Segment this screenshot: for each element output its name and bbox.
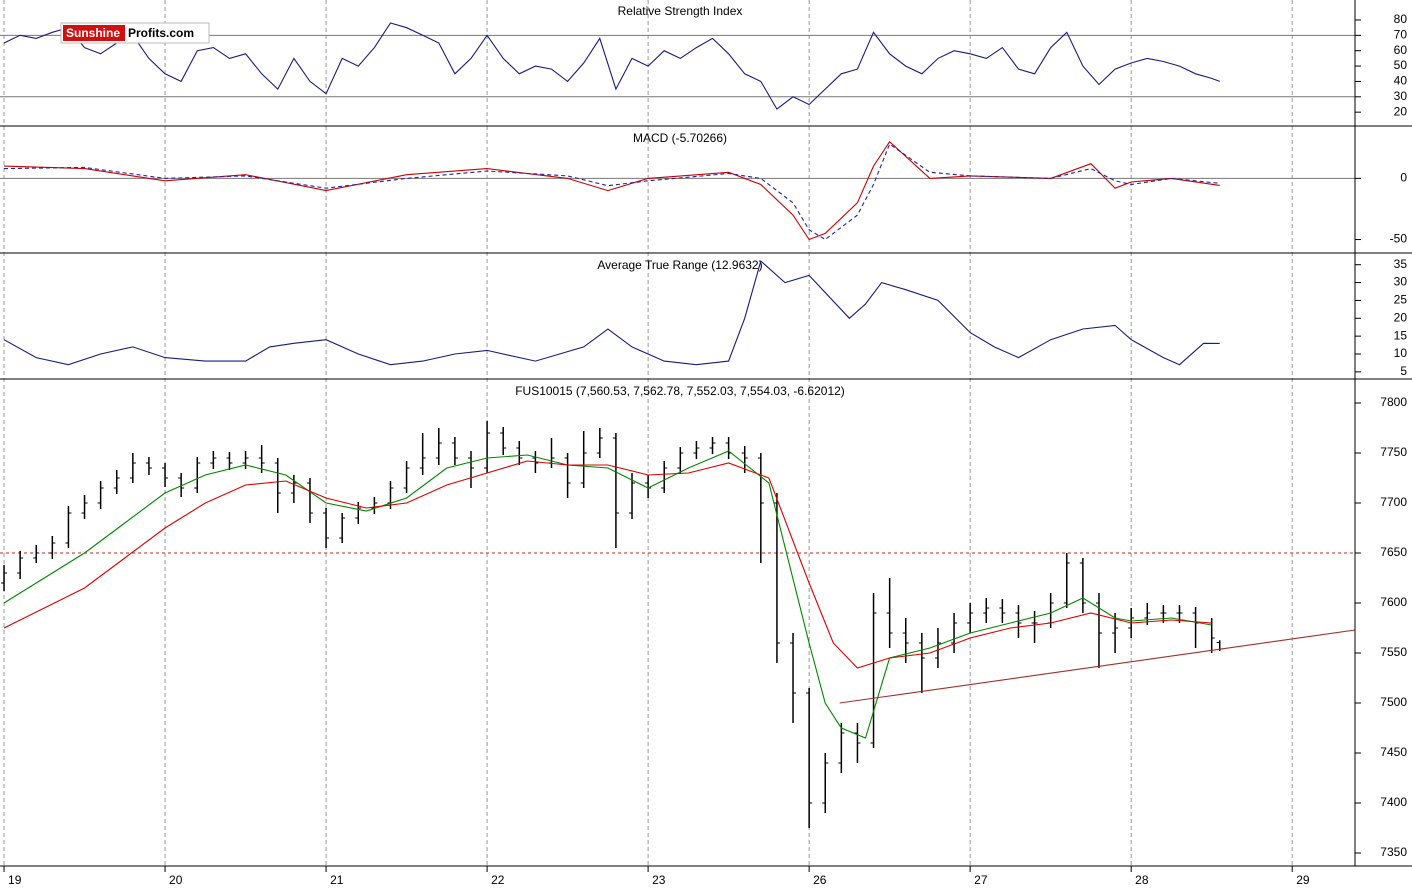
logo-text: Sunshine (66, 26, 120, 40)
panel-title: Relative Strength Index (618, 4, 743, 18)
y-tick-label: 70 (1394, 28, 1408, 42)
y-tick-label: 60 (1394, 43, 1408, 57)
y-tick-label: 7400 (1380, 795, 1407, 809)
panel-title: MACD (-5.70266) (633, 131, 727, 145)
indicator-line (3, 260, 1220, 366)
x-tick-label: 26 (813, 873, 827, 887)
x-tick-label: 22 (491, 873, 505, 887)
y-tick-label: 35 (1394, 257, 1408, 271)
y-tick-label: 5 (1400, 364, 1407, 378)
y-tick-label: 7500 (1380, 695, 1407, 709)
y-tick-label: 7350 (1380, 845, 1407, 859)
trend-line (839, 629, 1356, 704)
y-tick-label: 7800 (1380, 395, 1407, 409)
y-tick-label: 40 (1394, 74, 1408, 88)
x-tick-label: 27 (974, 873, 988, 887)
x-tick-label: 23 (652, 873, 666, 887)
indicator-line (3, 140, 1220, 241)
x-tick-label: 21 (330, 873, 344, 887)
x-tick-label: 20 (169, 873, 183, 887)
logo: Sunshine Profits.com (60, 22, 210, 44)
y-tick-label: 30 (1394, 275, 1408, 289)
logo-text: Profits.com (128, 26, 194, 40)
y-tick-label: -50 (1390, 232, 1408, 246)
y-tick-label: 7700 (1380, 495, 1407, 509)
y-tick-label: 15 (1394, 328, 1408, 342)
y-tick-label: 80 (1394, 12, 1408, 26)
moving-average (3, 450, 1212, 739)
x-tick-label: 19 (8, 873, 22, 887)
x-tick-label: 29 (1296, 873, 1310, 887)
y-tick-label: 7450 (1380, 745, 1407, 759)
y-tick-label: 7600 (1380, 595, 1407, 609)
x-tick-label: 28 (1135, 873, 1149, 887)
y-tick-label: 7550 (1380, 645, 1407, 659)
y-tick-label: 10 (1394, 346, 1408, 360)
y-tick-label: 30 (1394, 89, 1408, 103)
panel-title: FUS10015 (7,560.53, 7,562.78, 7,552.03, … (515, 384, 845, 398)
indicator-line (3, 143, 1220, 241)
indicator-line (3, 22, 1220, 110)
y-tick-label: 20 (1394, 310, 1408, 324)
y-tick-label: 20 (1394, 104, 1408, 118)
y-tick-label: 50 (1394, 58, 1408, 72)
y-tick-label: 0 (1400, 171, 1407, 185)
logo-red (63, 25, 125, 41)
moving-average (3, 460, 1212, 669)
y-tick-label: 7750 (1380, 445, 1407, 459)
panel-title: Average True Range (12.9632) (597, 258, 762, 272)
y-tick-label: 7650 (1380, 545, 1407, 559)
y-tick-label: 25 (1394, 293, 1408, 307)
